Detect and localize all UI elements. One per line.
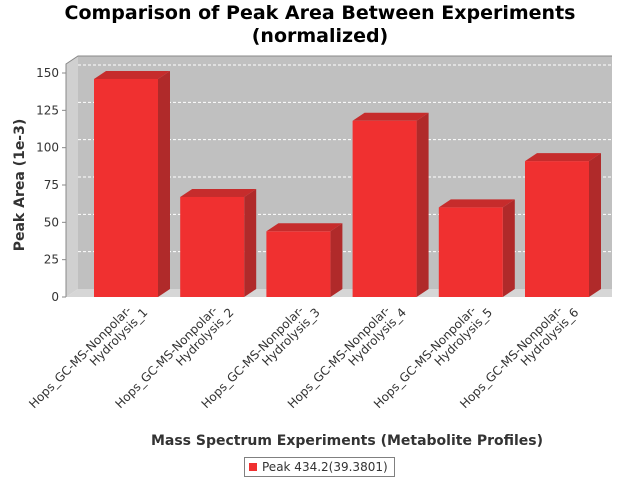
bar-side-face	[330, 223, 343, 297]
bar-3	[266, 223, 343, 297]
bar-side-face	[502, 199, 515, 297]
y-tick-label: 100	[36, 141, 59, 155]
bar-side-face	[244, 188, 257, 297]
x-axis: Hops_GC-MS-Nonpolar-Hydrolysis_1Hops_GC-…	[26, 296, 581, 420]
bar-side-face	[589, 153, 601, 297]
bar-top-face	[525, 153, 601, 162]
x-axis-label: Mass Spectrum Experiments (Metabolite Pr…	[151, 433, 543, 449]
bar-side-face	[158, 70, 170, 298]
chart-title-line-1: Comparison of Peak Area Between Experime…	[64, 2, 576, 24]
plot-outline	[65, 55, 612, 297]
bar-front-face	[94, 78, 158, 298]
x-tick-label: Hops_GC-MS-Nonpolar-Hydrolysis_1	[26, 296, 150, 420]
bar-6	[525, 153, 601, 297]
y-tick-label: 75	[44, 178, 59, 192]
y-tick-label: 125	[36, 103, 59, 117]
plot-left-wall	[66, 56, 78, 297]
bar-top-face	[180, 188, 257, 197]
chart-title: Comparison of Peak Area Between Experime…	[0, 2, 640, 48]
bar-front-face	[180, 196, 245, 297]
legend-swatch	[249, 463, 257, 471]
bar-4	[352, 112, 429, 297]
chart-title-line-2: (normalized)	[251, 25, 389, 47]
y-tick-label: 25	[44, 253, 59, 267]
bar-top-face	[266, 223, 343, 232]
y-axis-label: Peak Area (1e-3)	[12, 119, 28, 252]
bars	[94, 70, 601, 298]
bar-top-face	[352, 112, 429, 121]
gridlines	[78, 64, 612, 253]
legend: Peak 434.2(39.3801)	[244, 457, 395, 477]
bar-1	[94, 70, 170, 298]
bar-top-face	[94, 70, 170, 79]
bar-front-face	[525, 161, 589, 297]
bar-5	[438, 199, 515, 297]
bar-top-face	[438, 199, 515, 208]
legend-label: Peak 434.2(39.3801)	[262, 460, 388, 474]
bar-2	[180, 188, 257, 297]
bar-front-face	[266, 231, 331, 297]
bar-front-face	[438, 207, 503, 297]
y-tick-label: 0	[51, 290, 59, 304]
y-tick-label: 150	[36, 66, 59, 80]
y-tick-label: 50	[44, 215, 59, 229]
bar-side-face	[416, 112, 429, 297]
bar-front-face	[352, 120, 417, 297]
y-axis: 0 25 50 75 100 125 150	[36, 66, 66, 304]
